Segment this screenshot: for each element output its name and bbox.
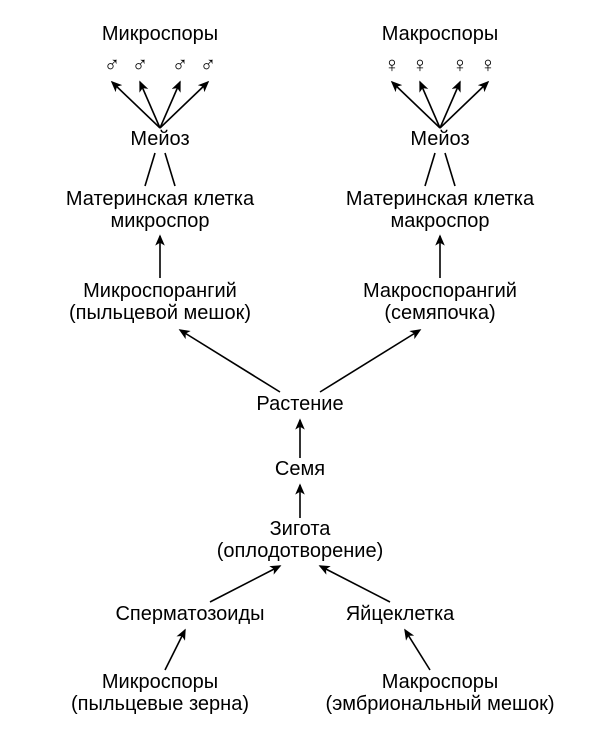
seed-label: Семя bbox=[275, 458, 325, 480]
plant-life-cycle-diagram: Микроспоры Макроспоры ♂ ♂ ♂ ♂ ♀ ♀ ♀ ♀ Мейоз Ме… bbox=[0, 0, 600, 737]
macrospores-bottom-l2: (эмбриональный мешок) bbox=[325, 693, 554, 715]
female-symbol-icon: ♀ bbox=[480, 52, 497, 77]
egg-cell-label: Яйцеклетка bbox=[346, 603, 455, 625]
mother-cell-micro-l2: микроспор bbox=[111, 210, 210, 232]
meiosis-left-label: Мейоз bbox=[130, 128, 189, 150]
male-symbols: ♂ ♂ ♂ ♂ bbox=[104, 52, 217, 77]
macrospores-title: Макроспоры bbox=[382, 23, 498, 45]
microsporangium-l1: Микроспорангий bbox=[83, 280, 237, 302]
diagram-edge bbox=[440, 82, 488, 128]
diagram-edge bbox=[112, 82, 160, 128]
macrosporangium-l2: (семяпочка) bbox=[384, 302, 495, 324]
diagram-edge bbox=[145, 153, 155, 186]
diagram-edges bbox=[112, 82, 488, 670]
zygote-l2: (оплодотворение) bbox=[217, 540, 383, 562]
diagram-edge bbox=[405, 630, 430, 670]
diagram-edge bbox=[440, 82, 460, 128]
microspores-title: Микроспоры bbox=[102, 23, 218, 45]
male-symbol-icon: ♂ bbox=[200, 52, 217, 77]
female-symbol-icon: ♀ bbox=[384, 52, 401, 77]
macrosporangium-l1: Макроспорангий bbox=[363, 280, 517, 302]
male-symbol-icon: ♂ bbox=[104, 52, 121, 77]
microspores-bottom-l2: (пыльцевые зерна) bbox=[71, 693, 249, 715]
male-symbol-icon: ♂ bbox=[172, 52, 189, 77]
diagram-edge bbox=[180, 330, 280, 392]
mother-cell-macro-l2: макроспор bbox=[391, 210, 490, 232]
zygote-l1: Зигота bbox=[270, 518, 332, 540]
mother-cell-micro-l1: Материнская клетка bbox=[66, 188, 255, 210]
meiosis-right-label: Мейоз bbox=[410, 128, 469, 150]
microsporangium-l2: (пыльцевой мешок) bbox=[69, 302, 251, 324]
diagram-edge bbox=[445, 153, 455, 186]
diagram-edge bbox=[165, 153, 175, 186]
diagram-edge bbox=[320, 330, 420, 392]
plant-label: Растение bbox=[256, 393, 343, 415]
diagram-edge bbox=[425, 153, 435, 186]
diagram-edge bbox=[210, 566, 280, 602]
diagram-edge bbox=[420, 82, 440, 128]
diagram-edge bbox=[392, 82, 440, 128]
macrospores-bottom-l1: Макроспоры bbox=[382, 671, 498, 693]
spermatozoa-label: Сперматозоиды bbox=[115, 603, 264, 625]
male-symbol-icon: ♂ bbox=[132, 52, 149, 77]
diagram-edge bbox=[160, 82, 208, 128]
female-symbol-icon: ♀ bbox=[412, 52, 429, 77]
female-symbols: ♀ ♀ ♀ ♀ bbox=[384, 52, 497, 77]
diagram-edge bbox=[140, 82, 160, 128]
diagram-edge bbox=[160, 82, 180, 128]
diagram-edge bbox=[165, 630, 185, 670]
mother-cell-macro-l1: Материнская клетка bbox=[346, 188, 535, 210]
diagram-edge bbox=[320, 566, 390, 602]
microspores-bottom-l1: Микроспоры bbox=[102, 671, 218, 693]
female-symbol-icon: ♀ bbox=[452, 52, 469, 77]
